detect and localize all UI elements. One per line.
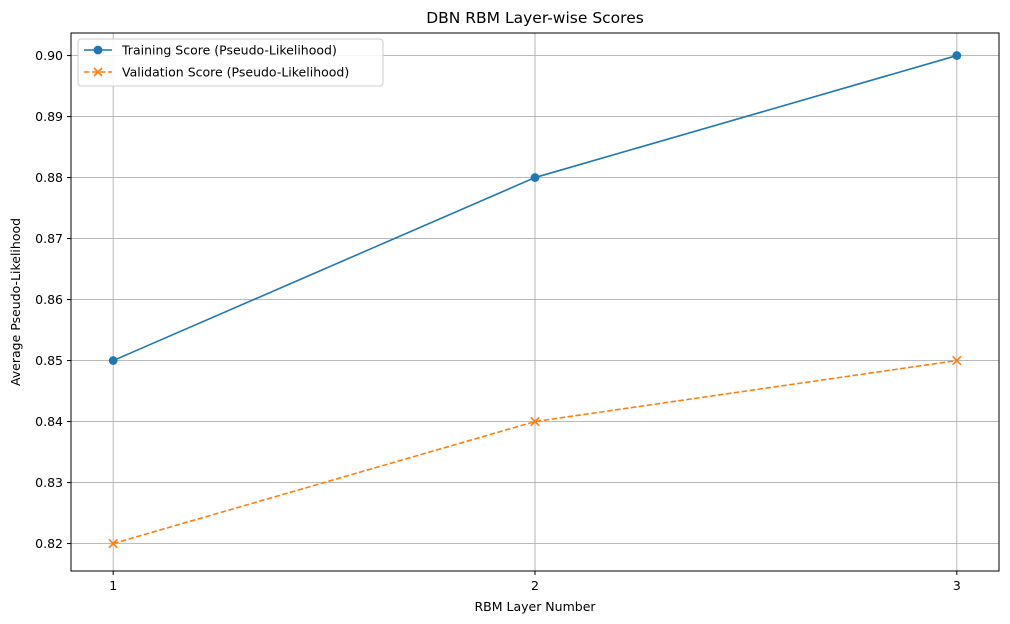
series-line-validation <box>112 359 957 545</box>
x-tick-label: 1 <box>109 578 117 593</box>
y-tick-label: 0.87 <box>35 231 63 246</box>
data-point-validation <box>108 538 118 549</box>
y-tick-label: 0.88 <box>35 170 63 185</box>
data-point-training <box>108 356 118 365</box>
x-tick-label: 2 <box>531 578 539 593</box>
legend-label-training: Training Score (Pseudo-Likelihood) <box>121 43 337 58</box>
legend-marker-validation <box>93 67 103 77</box>
x-axis-label: RBM Layer Number <box>474 599 596 614</box>
y-tick-label: 0.85 <box>35 353 63 368</box>
y-axis: 0.82 0.83 0.84 0.85 0.86 0.87 0.88 0.89 0.90 <box>35 48 71 551</box>
y-axis-label: Average Pseudo-Likelihood <box>8 218 23 386</box>
x-tick-label: 3 <box>953 578 961 593</box>
data-point-validation <box>530 416 540 427</box>
y-tick-label: 0.82 <box>35 536 63 551</box>
grid <box>71 33 999 571</box>
y-tick-label: 0.86 <box>35 292 63 307</box>
data-point-training <box>952 51 962 60</box>
data-point-training <box>530 173 540 182</box>
legend-label-validation: Validation Score (Pseudo-Likelihood) <box>122 65 349 80</box>
legend-marker-training <box>93 45 103 55</box>
data-point-validation <box>952 355 962 366</box>
x-axis: 1 2 3 <box>109 571 961 593</box>
y-tick-label: 0.84 <box>35 414 63 429</box>
y-tick-label: 0.89 <box>35 109 63 124</box>
series-layer <box>108 51 962 549</box>
chart-title: DBN RBM Layer-wise Scores <box>426 9 644 27</box>
legend-box <box>77 38 384 87</box>
y-tick-label: 0.90 <box>35 48 63 63</box>
legend: Training Score (Pseudo-Likelihood) Valid… <box>77 38 384 87</box>
y-tick-label: 0.83 <box>35 475 63 490</box>
